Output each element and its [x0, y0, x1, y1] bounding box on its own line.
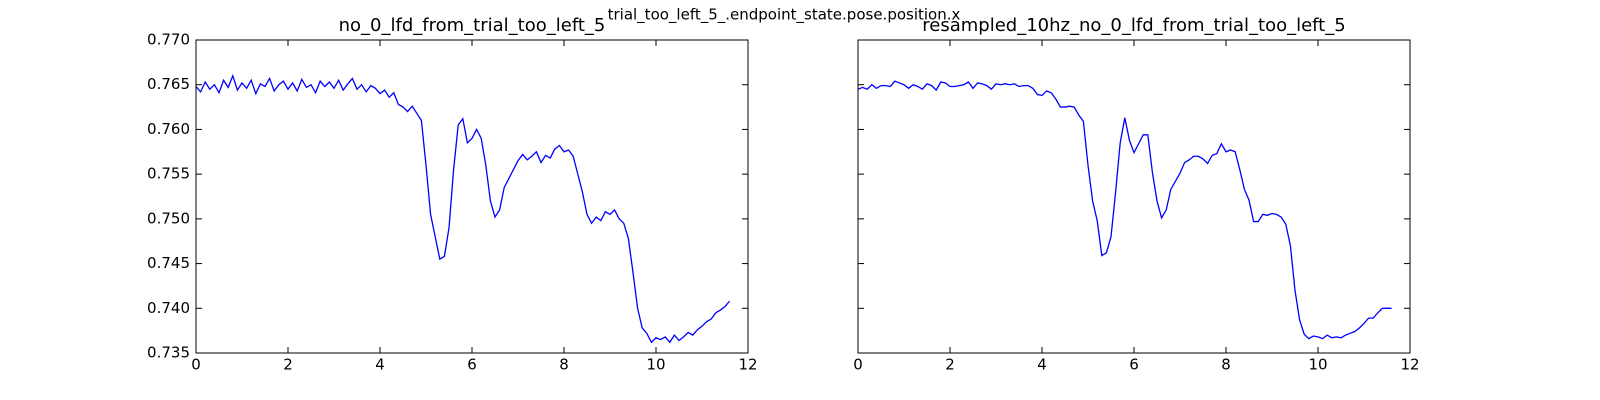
y-tick-label: 0.735 [147, 344, 190, 362]
y-tick-label: 0.770 [147, 31, 190, 49]
y-tick-label: 0.740 [147, 299, 190, 317]
x-tick-label: 2 [283, 356, 293, 374]
x-tick-label: 2 [945, 356, 955, 374]
x-tick-label: 10 [1308, 356, 1327, 374]
axes-frame [857, 39, 1411, 354]
chart-title: no_0_lfd_from_trial_too_left_5 [339, 15, 606, 36]
y-tick-label: 0.765 [147, 75, 190, 93]
x-tick-label: 4 [1037, 356, 1047, 374]
y-tick-label: 0.745 [147, 254, 190, 272]
axes-frame [195, 39, 749, 354]
x-tick-label: 4 [375, 356, 385, 374]
x-tick-label: 12 [1400, 356, 1419, 374]
chart-title: resampled_10hz_no_0_lfd_from_trial_too_l… [922, 15, 1345, 36]
data-line [857, 80, 1392, 340]
figure-title: trial_too_left_5_.endpoint_state.pose.po… [608, 6, 961, 25]
x-tick-label: 0 [853, 356, 863, 374]
x-tick-label: 8 [559, 356, 569, 374]
x-tick-label: 10 [646, 356, 665, 374]
x-tick-label: 6 [467, 356, 477, 374]
y-tick-label: 0.760 [147, 120, 190, 138]
x-tick-label: 8 [1221, 356, 1231, 374]
data-line [195, 73, 731, 344]
x-tick-label: 0 [191, 356, 201, 374]
x-tick-label: 12 [738, 356, 757, 374]
y-tick-label: 0.755 [147, 165, 190, 183]
x-tick-label: 6 [1129, 356, 1139, 374]
y-tick-label: 0.750 [147, 209, 190, 227]
